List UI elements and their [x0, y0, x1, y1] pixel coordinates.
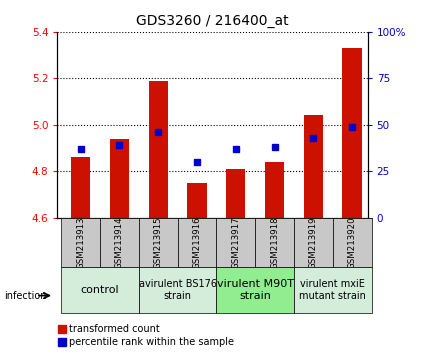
Bar [148, 81, 168, 218]
Bar [255, 218, 294, 267]
Text: virulent M90T
strain: virulent M90T strain [217, 279, 294, 301]
Text: percentile rank within the sample: percentile rank within the sample [69, 337, 234, 347]
Text: GSM213914: GSM213914 [115, 216, 124, 269]
Text: GSM213915: GSM213915 [154, 216, 163, 269]
Text: infection: infection [4, 291, 47, 301]
Bar [265, 162, 284, 218]
Bar [139, 218, 178, 267]
Bar [303, 115, 323, 218]
Bar [178, 218, 216, 267]
Text: avirulent BS176
strain: avirulent BS176 strain [139, 279, 217, 301]
Bar [294, 267, 371, 313]
Bar [61, 267, 139, 313]
Bar [139, 267, 216, 313]
Text: GSM213920: GSM213920 [348, 216, 357, 269]
Bar [216, 267, 294, 313]
Bar [100, 218, 139, 267]
Bar [226, 169, 246, 218]
Bar [216, 218, 255, 267]
Text: GSM213916: GSM213916 [193, 216, 201, 269]
Text: GSM213919: GSM213919 [309, 216, 318, 269]
Bar [110, 139, 129, 218]
Bar [333, 218, 371, 267]
Text: GSM213917: GSM213917 [231, 216, 240, 269]
Text: GSM213913: GSM213913 [76, 216, 85, 269]
Bar [71, 157, 91, 218]
Bar [343, 48, 362, 218]
Text: transformed count: transformed count [69, 324, 160, 333]
Bar [61, 218, 100, 267]
Text: GSM213918: GSM213918 [270, 216, 279, 269]
Bar [187, 183, 207, 218]
Text: GDS3260 / 216400_at: GDS3260 / 216400_at [136, 14, 289, 28]
Text: control: control [81, 285, 119, 295]
Bar [294, 218, 333, 267]
Text: virulent mxiE
mutant strain: virulent mxiE mutant strain [299, 279, 366, 301]
